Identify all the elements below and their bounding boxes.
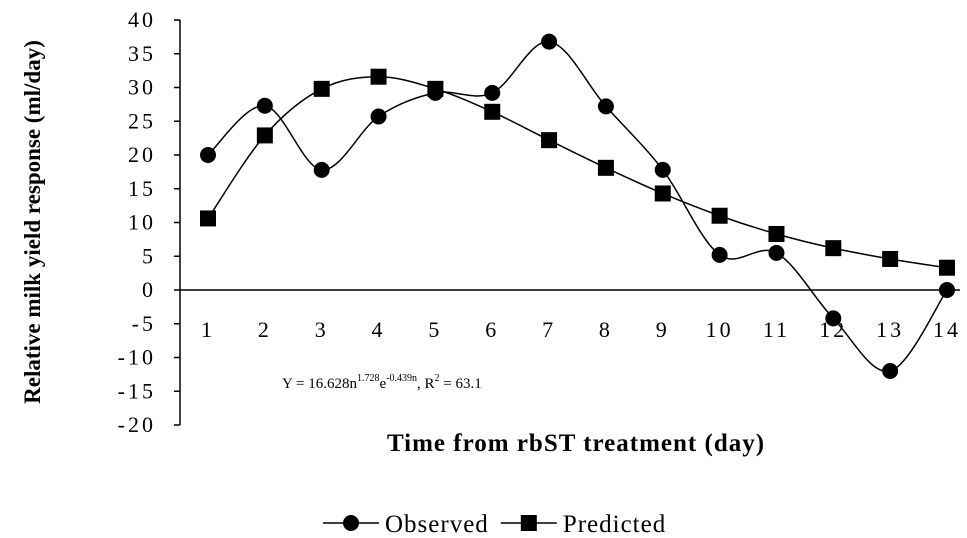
x-tick-label: 8 xyxy=(599,317,613,342)
marker xyxy=(313,80,330,97)
x-tick-label: 1 xyxy=(201,317,215,342)
x-tick-label: 11 xyxy=(763,317,790,342)
y-tick-label: -20 xyxy=(118,412,156,437)
eq-part: Y = 16.628n xyxy=(282,376,357,392)
legend-marker xyxy=(520,515,537,531)
y-axis-label: Relative milk yield response (ml/day) xyxy=(20,40,45,404)
x-tick-label: 10 xyxy=(706,317,734,342)
marker xyxy=(768,225,785,242)
eq-sup: -0.439n xyxy=(386,373,417,384)
eq-part: e xyxy=(380,376,387,392)
x-tick-label: 6 xyxy=(485,317,499,342)
marker xyxy=(313,161,330,178)
y-tick-label: 15 xyxy=(128,176,156,201)
eq-sup: 2 xyxy=(435,373,440,384)
legend-label: Observed xyxy=(385,511,489,538)
x-tick-label: 2 xyxy=(258,317,272,342)
marker xyxy=(939,259,955,276)
marker xyxy=(882,250,899,267)
marker xyxy=(484,103,501,120)
equation: Y = 16.628n1.728e-0.439n, R2 = 63.1 xyxy=(282,373,482,392)
marker xyxy=(200,147,216,163)
marker xyxy=(541,132,558,149)
marker xyxy=(825,240,842,257)
marker xyxy=(200,210,216,227)
eq-part: , R xyxy=(417,376,435,392)
x-tick-label: 3 xyxy=(315,317,329,342)
marker xyxy=(654,185,671,202)
x-tick-label: 4 xyxy=(372,317,386,342)
marker xyxy=(541,33,558,50)
marker xyxy=(256,97,273,114)
marker xyxy=(654,161,671,178)
marker xyxy=(768,244,785,261)
x-tick-label: 9 xyxy=(656,317,670,342)
y-tick-label: 40 xyxy=(128,7,156,32)
y-tick-label: -5 xyxy=(132,311,156,336)
y-tick-label: -10 xyxy=(118,345,156,370)
marker xyxy=(711,246,728,263)
y-tick-label: 5 xyxy=(142,243,156,268)
x-tick-label: 13 xyxy=(876,317,904,342)
marker xyxy=(427,80,444,97)
x-tick-label: 5 xyxy=(428,317,442,342)
marker xyxy=(597,98,614,115)
legend-marker xyxy=(343,515,359,531)
y-tick-label: 25 xyxy=(128,108,156,133)
y-tick-label: 35 xyxy=(128,41,156,66)
marker xyxy=(484,84,501,101)
marker xyxy=(825,310,842,327)
marker xyxy=(370,108,387,125)
x-tick-label: 7 xyxy=(542,317,556,342)
y-tick-label: -15 xyxy=(118,378,156,403)
x-tick-label: 14 xyxy=(933,317,961,342)
eq-part: = 63.1 xyxy=(440,376,482,392)
marker xyxy=(370,68,387,85)
y-tick-label: 30 xyxy=(128,75,156,100)
eq-sup: 1.728 xyxy=(357,373,380,384)
y-tick-label: 0 xyxy=(142,277,156,302)
marker xyxy=(882,363,899,379)
y-tick-label: 20 xyxy=(128,142,156,167)
marker xyxy=(256,127,273,144)
marker xyxy=(597,159,614,176)
x-axis-label: Time from rbST treatment (day) xyxy=(387,430,765,457)
y-tick-label: 10 xyxy=(128,210,156,235)
marker xyxy=(711,207,728,224)
legend-label: Predicted xyxy=(563,511,666,538)
marker xyxy=(939,282,955,298)
